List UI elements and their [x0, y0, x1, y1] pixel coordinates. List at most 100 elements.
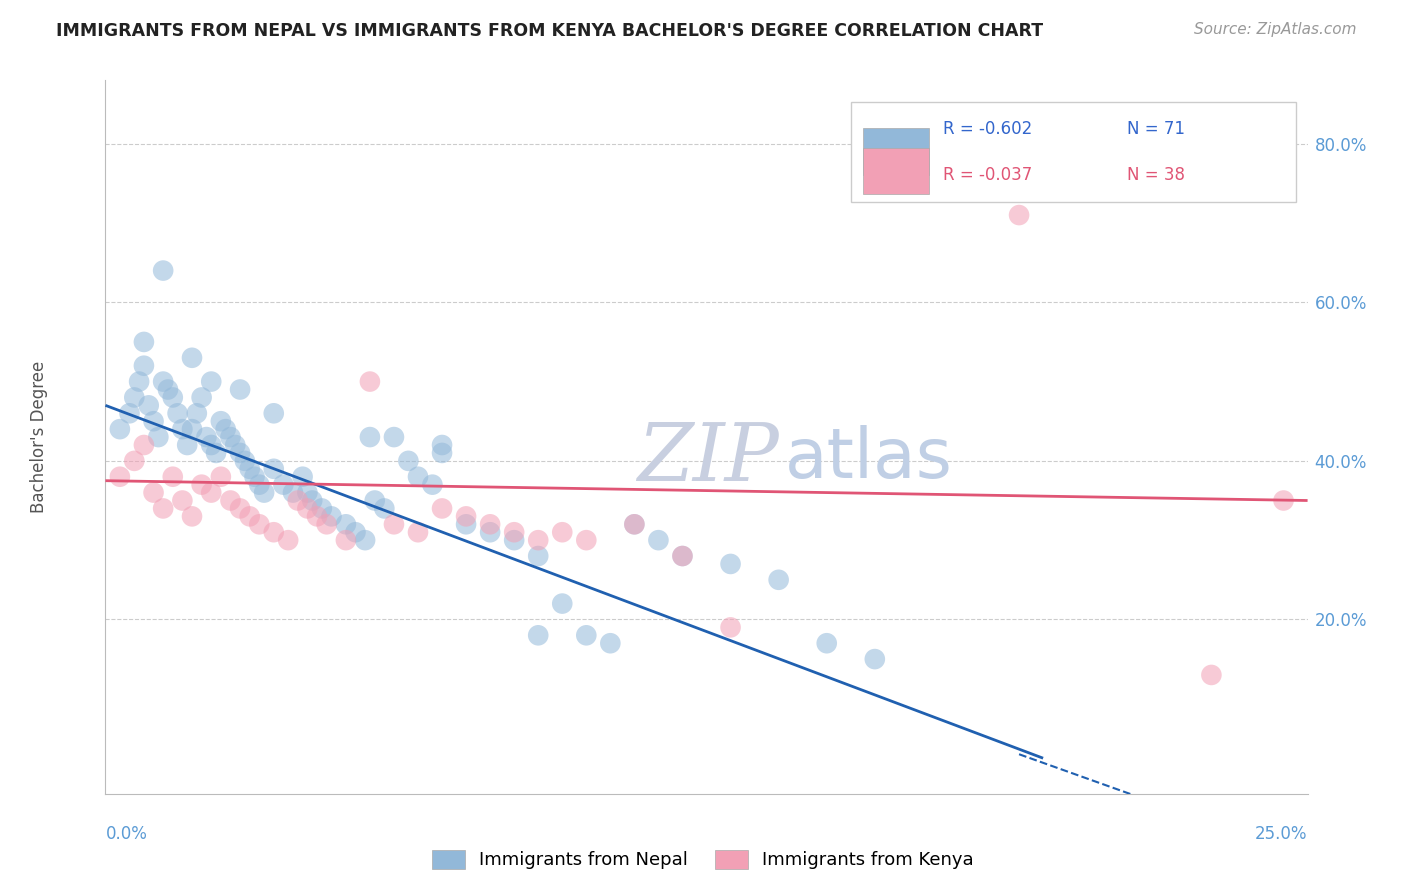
Point: [229, 446, 252, 460]
Point: [239, 509, 262, 524]
Point: [551, 525, 574, 540]
Point: [247, 477, 270, 491]
Point: [138, 398, 160, 412]
Point: [172, 493, 194, 508]
Point: [273, 477, 295, 491]
Point: [263, 406, 285, 420]
Point: [200, 438, 222, 452]
Point: [373, 501, 395, 516]
Point: [1201, 668, 1223, 682]
Point: [219, 430, 242, 444]
Point: [181, 351, 204, 365]
Point: [148, 430, 170, 444]
Point: [647, 533, 669, 548]
Point: [430, 438, 453, 452]
Point: [142, 414, 165, 428]
Point: [297, 501, 319, 516]
Point: [263, 525, 285, 540]
Point: [142, 485, 165, 500]
Point: [132, 334, 155, 349]
Point: [354, 533, 377, 548]
Point: [166, 406, 188, 420]
Point: [152, 263, 174, 277]
Point: [575, 533, 598, 548]
Point: [305, 509, 328, 524]
Point: [281, 485, 304, 500]
Point: [623, 517, 645, 532]
Point: [190, 391, 212, 405]
Point: [430, 501, 453, 516]
Point: [124, 454, 146, 468]
Point: [132, 359, 155, 373]
Point: [233, 454, 256, 468]
Text: Bachelor's Degree: Bachelor's Degree: [31, 361, 48, 513]
Point: [181, 509, 204, 524]
Point: [344, 525, 367, 540]
Text: Source: ZipAtlas.com: Source: ZipAtlas.com: [1194, 22, 1357, 37]
Point: [181, 422, 204, 436]
Point: [406, 525, 429, 540]
Point: [287, 493, 309, 508]
Text: R = -0.037: R = -0.037: [943, 166, 1032, 184]
Point: [176, 438, 198, 452]
Point: [479, 517, 502, 532]
Point: [364, 493, 387, 508]
FancyBboxPatch shape: [863, 148, 929, 194]
Point: [527, 628, 550, 642]
Point: [406, 469, 429, 483]
Point: [396, 454, 419, 468]
Point: [297, 485, 319, 500]
Text: N = 38: N = 38: [1128, 166, 1185, 184]
Point: [454, 517, 477, 532]
Point: [359, 430, 381, 444]
Point: [253, 485, 276, 500]
Point: [551, 597, 574, 611]
Point: [108, 422, 131, 436]
Point: [132, 438, 155, 452]
Point: [315, 517, 337, 532]
Point: [186, 406, 208, 420]
Point: [815, 636, 838, 650]
Text: ZIP: ZIP: [637, 420, 779, 497]
Point: [162, 469, 184, 483]
Point: [263, 462, 285, 476]
Point: [382, 517, 405, 532]
Point: [359, 375, 381, 389]
Text: 0.0%: 0.0%: [105, 825, 148, 843]
Point: [229, 501, 252, 516]
Point: [599, 636, 621, 650]
Point: [124, 391, 146, 405]
Point: [479, 525, 502, 540]
Point: [623, 517, 645, 532]
Point: [200, 375, 222, 389]
Point: [720, 620, 742, 634]
Point: [311, 501, 333, 516]
FancyBboxPatch shape: [863, 128, 929, 175]
Point: [172, 422, 194, 436]
Text: IMMIGRANTS FROM NEPAL VS IMMIGRANTS FROM KENYA BACHELOR'S DEGREE CORRELATION CHA: IMMIGRANTS FROM NEPAL VS IMMIGRANTS FROM…: [56, 22, 1043, 40]
Text: N = 71: N = 71: [1128, 120, 1185, 137]
Point: [243, 469, 266, 483]
Point: [205, 446, 228, 460]
Point: [291, 469, 314, 483]
Point: [321, 509, 343, 524]
Point: [224, 438, 246, 452]
Point: [229, 383, 252, 397]
Point: [503, 525, 526, 540]
Point: [335, 533, 357, 548]
Point: [430, 446, 453, 460]
Point: [152, 375, 174, 389]
Point: [863, 652, 886, 666]
Point: [454, 509, 477, 524]
Point: [527, 533, 550, 548]
Text: R = -0.602: R = -0.602: [943, 120, 1032, 137]
Point: [214, 422, 236, 436]
Point: [422, 477, 444, 491]
Point: [671, 549, 693, 563]
Point: [209, 414, 232, 428]
Point: [720, 557, 742, 571]
Point: [108, 469, 131, 483]
Point: [768, 573, 790, 587]
Point: [1008, 208, 1031, 222]
Text: atlas: atlas: [785, 425, 952, 492]
